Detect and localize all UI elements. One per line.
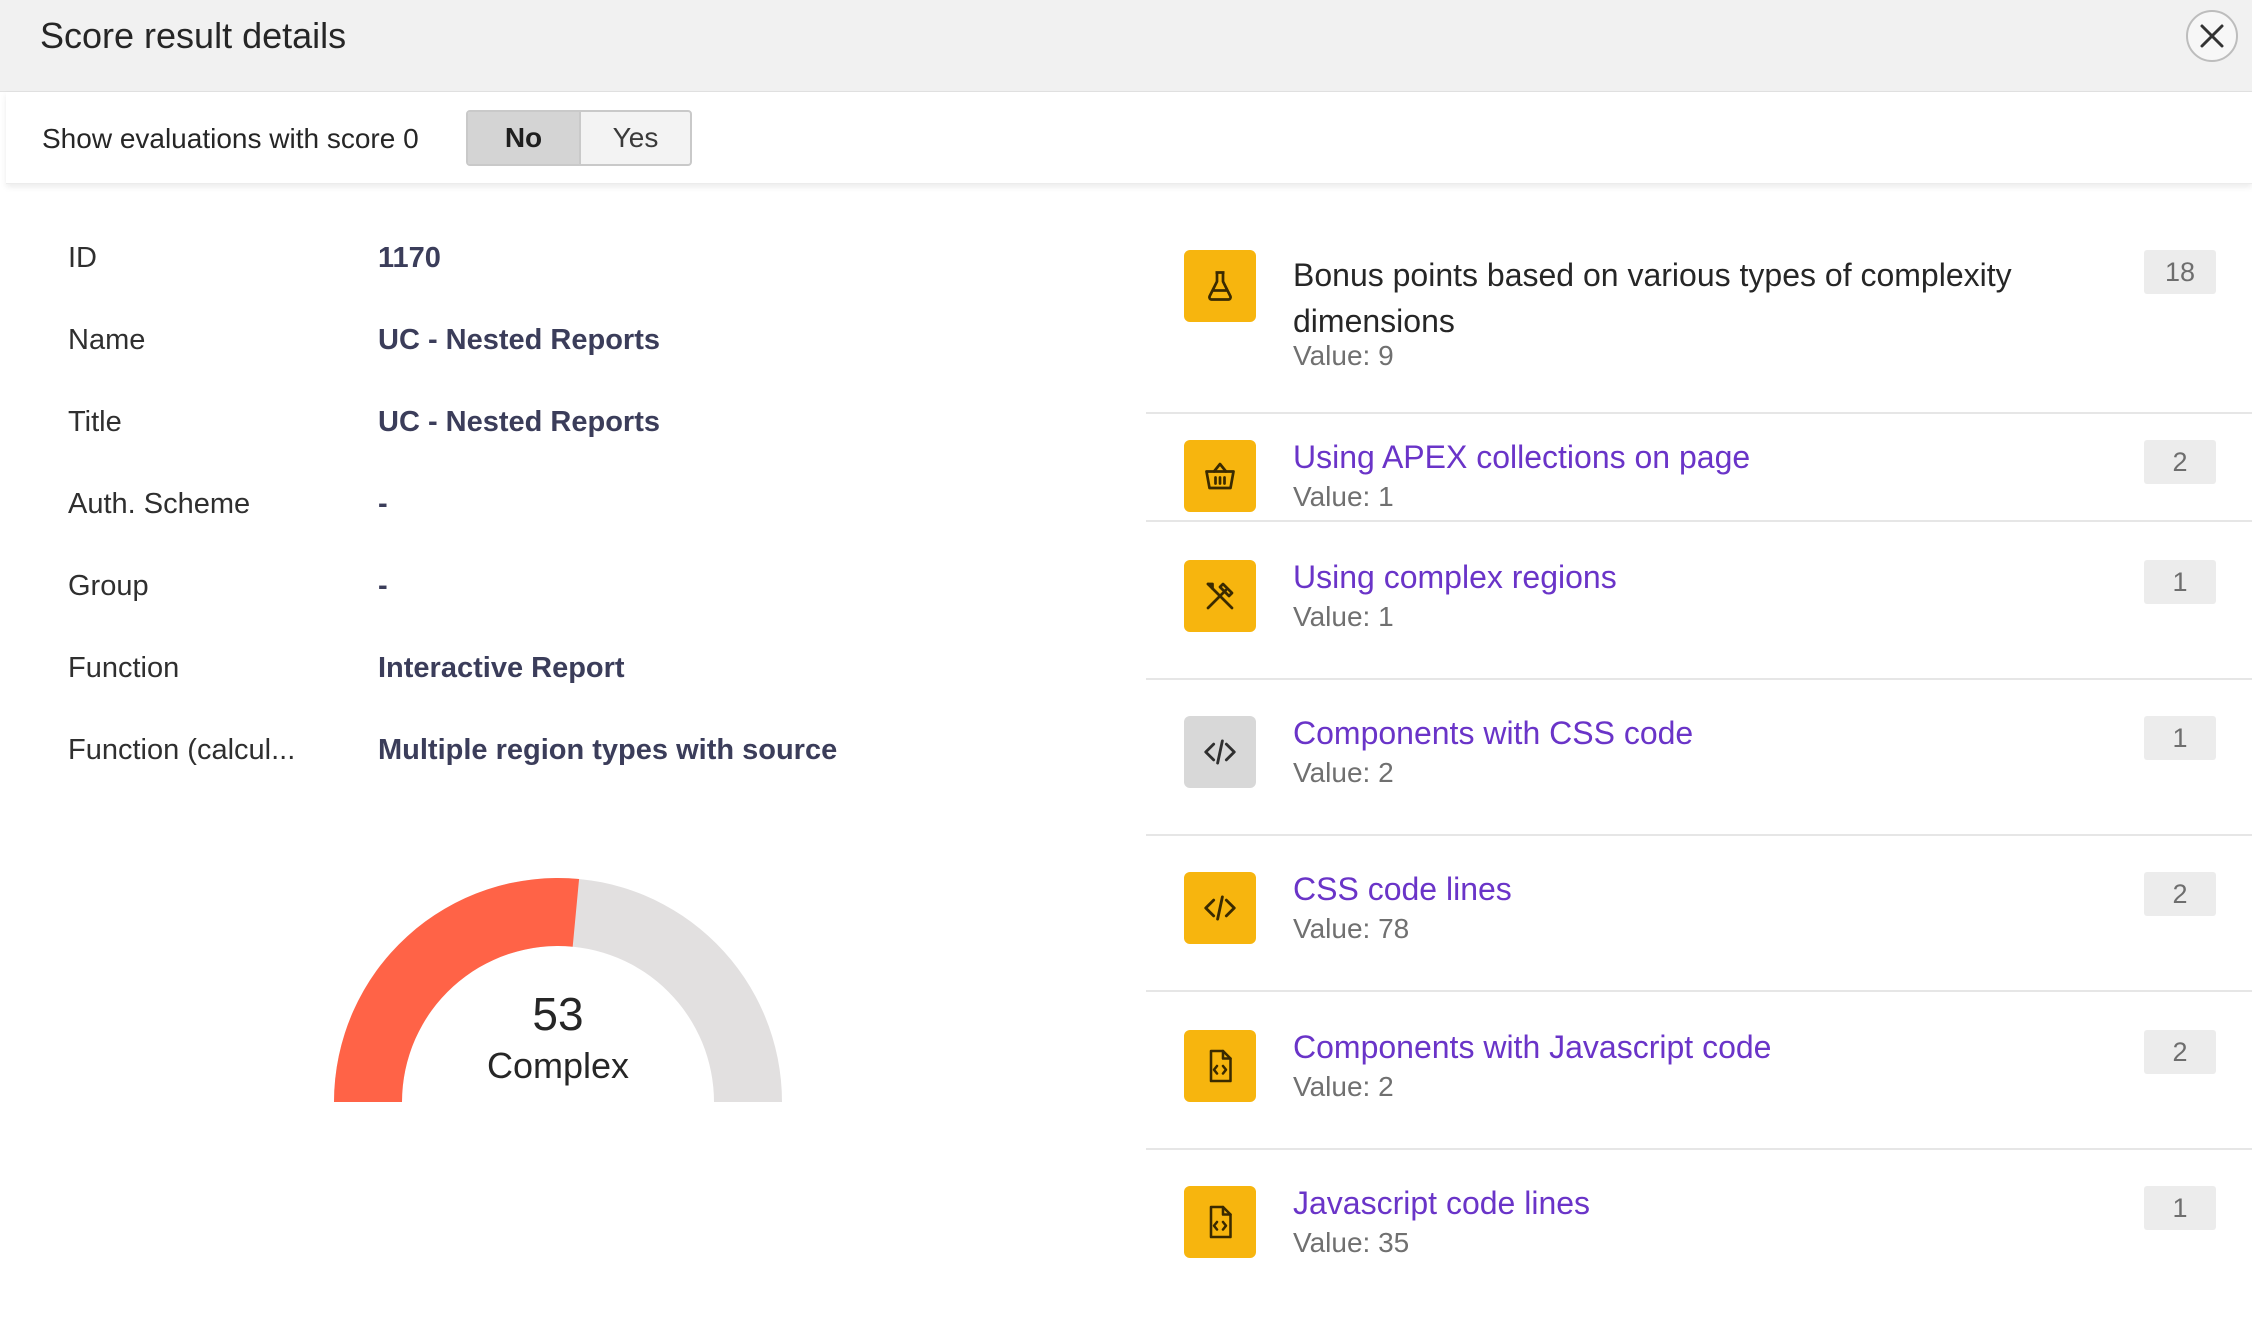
complexity-gauge: 53 Complex: [330, 876, 786, 1106]
property-label: Auth. Scheme: [68, 488, 251, 520]
property-row-function-calculated: Function (calcul... Multiple region type…: [68, 732, 1068, 814]
toggle-option-no[interactable]: No: [468, 112, 579, 164]
basket-icon: [1205, 462, 1235, 490]
evaluation-icon-box: [1184, 440, 1256, 512]
evaluation-item[interactable]: Components with CSS code Value: 2 1: [1146, 680, 2252, 836]
property-label: Name: [68, 324, 146, 356]
score-badge: 1: [2144, 560, 2216, 604]
evaluation-title-link[interactable]: Components with Javascript code: [1293, 1029, 1772, 1065]
property-value: -: [378, 570, 388, 602]
score-badge: 2: [2144, 1030, 2216, 1074]
evaluation-item[interactable]: Using APEX collections on page Value: 1 …: [1146, 414, 2252, 522]
property-row-function: Function Interactive Report: [68, 650, 1068, 732]
evaluation-title-link[interactable]: Components with CSS code: [1293, 715, 1694, 751]
evaluation-item[interactable]: Bonus points based on various types of c…: [1146, 236, 2252, 414]
evaluation-icon-box: [1184, 872, 1256, 944]
evaluation-value: Value: 35: [1293, 1227, 1410, 1258]
evaluation-value: Value: 2: [1293, 1071, 1394, 1102]
dialog-titlebar: Score result details: [0, 0, 2252, 92]
evaluation-title: Bonus points based on various types of c…: [1293, 257, 2012, 339]
file-code-icon: [1209, 1205, 1232, 1239]
evaluation-title-link[interactable]: Using APEX collections on page: [1293, 439, 1751, 475]
evaluation-icon-box: [1184, 1030, 1256, 1102]
property-value: -: [378, 488, 388, 520]
evaluation-value: Value: 2: [1293, 757, 1394, 788]
property-label: ID: [68, 242, 97, 274]
close-icon: [2200, 24, 2224, 48]
property-label: Group: [68, 570, 149, 602]
evaluation-item[interactable]: Using complex regions Value: 1 1: [1146, 522, 2252, 680]
gauge-label: Complex: [486, 1045, 630, 1086]
property-row-name: Name UC - Nested Reports: [68, 322, 1068, 404]
evaluation-icon-box: [1184, 560, 1256, 632]
property-label: Function: [68, 652, 180, 684]
evaluation-value: Value: 1: [1293, 481, 1394, 512]
gauge-value: 53: [532, 988, 584, 1040]
flask-icon: [1208, 271, 1232, 301]
evaluation-item[interactable]: CSS code lines Value: 78 2: [1146, 836, 2252, 992]
gauge-fill: [334, 878, 580, 1102]
score-badge: 18: [2144, 250, 2216, 294]
property-row-id: ID 1170: [68, 240, 1068, 322]
evaluations-list: Bonus points based on various types of c…: [1146, 236, 2252, 1290]
property-row-auth-scheme: Auth. Scheme -: [68, 486, 1068, 568]
evaluation-title-link[interactable]: Using complex regions: [1293, 559, 1617, 595]
property-row-group: Group -: [68, 568, 1068, 650]
score-badge: 2: [2144, 440, 2216, 484]
evaluation-title-link[interactable]: Javascript code lines: [1293, 1185, 1591, 1221]
code-icon: [1204, 739, 1236, 765]
property-row-title: Title UC - Nested Reports: [68, 404, 1068, 486]
properties-list: ID 1170 Name UC - Nested Reports Title U…: [68, 240, 1068, 814]
code-icon: [1204, 895, 1236, 921]
property-value: Multiple region types with source: [378, 734, 838, 766]
dialog-toolbar: Show evaluations with score 0 No Yes: [6, 92, 2252, 184]
property-value: 1170: [378, 242, 441, 274]
evaluation-value: Value: 1: [1293, 601, 1394, 632]
property-label: Title: [68, 406, 122, 438]
gauge-chart: [334, 878, 782, 1102]
property-value: Interactive Report: [378, 652, 625, 684]
evaluation-icon-box: [1184, 1186, 1256, 1258]
show-zero-toggle[interactable]: No Yes: [466, 110, 692, 166]
evaluation-icon-box: [1184, 250, 1256, 322]
property-label: Function (calcul...: [68, 734, 296, 766]
evaluation-value: Value: 9: [1293, 340, 1394, 371]
show-zero-label: Show evaluations with score 0: [42, 123, 419, 154]
file-code-icon: [1209, 1049, 1232, 1083]
evaluation-icon-box: [1184, 716, 1256, 788]
toggle-option-yes[interactable]: Yes: [579, 112, 690, 164]
close-button[interactable]: [2186, 10, 2238, 62]
evaluation-value: Value: 78: [1293, 913, 1410, 944]
dialog-title: Score result details: [40, 15, 347, 56]
score-badge: 1: [2144, 1186, 2216, 1230]
evaluation-title-link[interactable]: CSS code lines: [1293, 871, 1512, 907]
tools-icon: [1206, 582, 1234, 610]
score-badge: 1: [2144, 716, 2216, 760]
property-value: UC - Nested Reports: [378, 406, 660, 438]
evaluation-item[interactable]: Javascript code lines Value: 35 1: [1146, 1150, 2252, 1290]
property-value: UC - Nested Reports: [378, 324, 660, 356]
score-badge: 2: [2144, 872, 2216, 916]
evaluation-item[interactable]: Components with Javascript code Value: 2…: [1146, 992, 2252, 1150]
